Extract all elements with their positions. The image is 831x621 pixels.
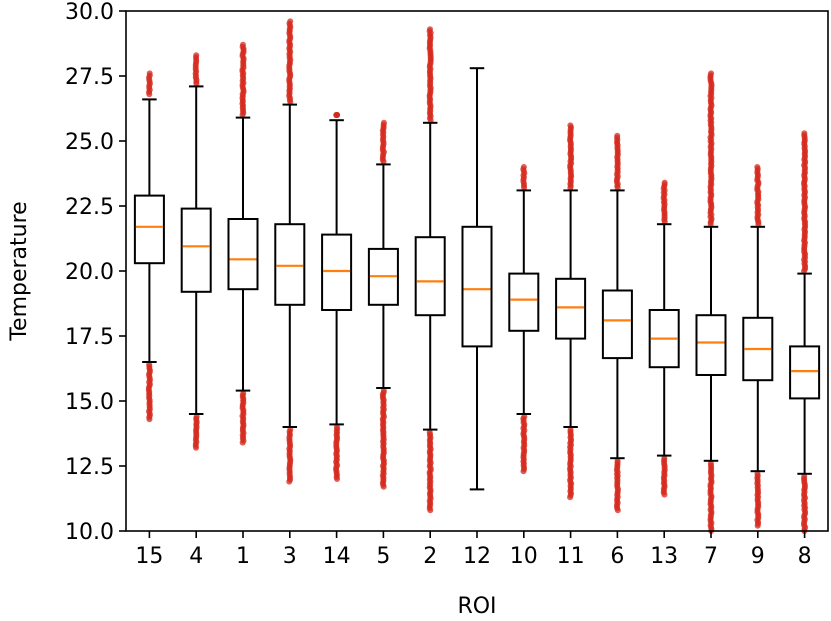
outlier-point-high <box>380 119 387 126</box>
outlier-point-low <box>707 460 714 467</box>
y-tick-label: 30.0 <box>65 0 114 25</box>
box-iqr <box>695 314 727 377</box>
x-tick-label: 11 <box>557 544 585 569</box>
outlier-point-low <box>521 413 528 420</box>
box-group-5 <box>367 163 399 389</box>
x-axis-label: ROI <box>457 594 496 619</box>
box-group-7 <box>695 225 727 462</box>
x-tick-label: 1 <box>236 544 250 569</box>
box-group-11 <box>555 189 587 428</box>
x-tick-label: 3 <box>283 544 297 569</box>
x-tick-label: 14 <box>323 544 351 569</box>
x-tick-label: 9 <box>751 544 765 569</box>
outlier-point-low <box>333 424 340 430</box>
y-tick-label: 22.5 <box>65 195 114 220</box>
outlier-point-low <box>661 455 668 462</box>
x-tick-label: 10 <box>510 544 538 569</box>
box-group-9 <box>742 225 774 473</box>
x-tick-label: 15 <box>135 544 163 569</box>
outlier-point-high <box>614 132 621 139</box>
outlier-point-low <box>380 387 387 394</box>
x-tick-label: 12 <box>463 544 491 569</box>
outlier-point-low <box>567 426 574 433</box>
outlier-point-low <box>287 426 294 433</box>
outlier-point-high <box>708 70 715 77</box>
outlier-point-low <box>426 429 433 436</box>
box-group-6 <box>601 189 633 460</box>
y-tick-label: 25.0 <box>65 130 114 155</box>
x-tick-label: 6 <box>610 544 624 569</box>
x-tick-label: 5 <box>376 544 390 569</box>
outlier-point-high <box>146 70 153 77</box>
box-group-8 <box>789 272 821 475</box>
outlier-layer <box>145 18 809 534</box>
outlier-point-high <box>427 26 434 33</box>
y-tick-label: 20.0 <box>65 260 114 285</box>
outlier-point-low <box>801 473 808 480</box>
box-group-2 <box>414 121 446 431</box>
box-iqr <box>274 223 306 306</box>
box-iqr <box>180 207 212 293</box>
box-group-15 <box>133 98 165 363</box>
y-tick-label: 27.5 <box>65 65 114 90</box>
outlier-point-high <box>754 164 761 170</box>
x-tick-label: 4 <box>189 544 203 569</box>
outlier-point-high <box>520 164 527 170</box>
outlier-point-low <box>614 457 621 464</box>
outlier-point-low <box>240 390 247 397</box>
outlier-point-high <box>287 18 294 25</box>
y-tick-label: 17.5 <box>65 325 114 350</box>
box-group-3 <box>274 103 306 428</box>
x-tick-label: 13 <box>650 544 678 569</box>
box-group-1 <box>227 116 259 392</box>
outlier-point-high <box>193 52 200 59</box>
box-iqr <box>321 233 353 312</box>
outlier-point-high <box>801 130 808 137</box>
box-iqr <box>461 225 493 348</box>
outlier-point-low <box>754 470 761 477</box>
y-tick-label: 12.5 <box>65 455 114 480</box>
box-iqr <box>555 277 587 340</box>
outlier-point-low <box>193 413 200 420</box>
outlier-point-low <box>146 361 153 368</box>
y-axis-label: Temperature <box>7 201 32 341</box>
box-iqr <box>414 236 446 317</box>
box-group-10 <box>508 189 540 415</box>
box-iqr <box>133 194 165 265</box>
outlier-point-high <box>661 179 668 186</box>
outlier-point-high <box>333 112 340 118</box>
y-tick-label: 15.0 <box>65 390 114 415</box>
x-tick-label: 8 <box>798 544 812 569</box>
outlier-point-high <box>567 122 574 129</box>
x-axis: 15 4 1 3 14 5 2 12 10 11 6 13 7 9 8 <box>135 531 812 569</box>
box-group-13 <box>648 223 680 457</box>
box-group-4 <box>180 85 212 415</box>
y-tick-label: 10.0 <box>65 520 114 545</box>
box-iqr <box>508 272 540 332</box>
x-tick-label: 2 <box>423 544 437 569</box>
y-axis: 10.0 12.5 15.0 17.5 20.0 22.5 25.0 27.5 30.0 <box>65 0 126 545</box>
box-iqr <box>227 218 259 291</box>
box-iqr <box>601 289 633 360</box>
x-tick-label: 7 <box>704 544 718 569</box>
box-layer <box>133 67 821 491</box>
box-iqr <box>789 345 821 400</box>
box-group-12 <box>461 67 493 491</box>
box-group-14 <box>321 119 353 426</box>
outlier-point-high <box>239 41 246 48</box>
